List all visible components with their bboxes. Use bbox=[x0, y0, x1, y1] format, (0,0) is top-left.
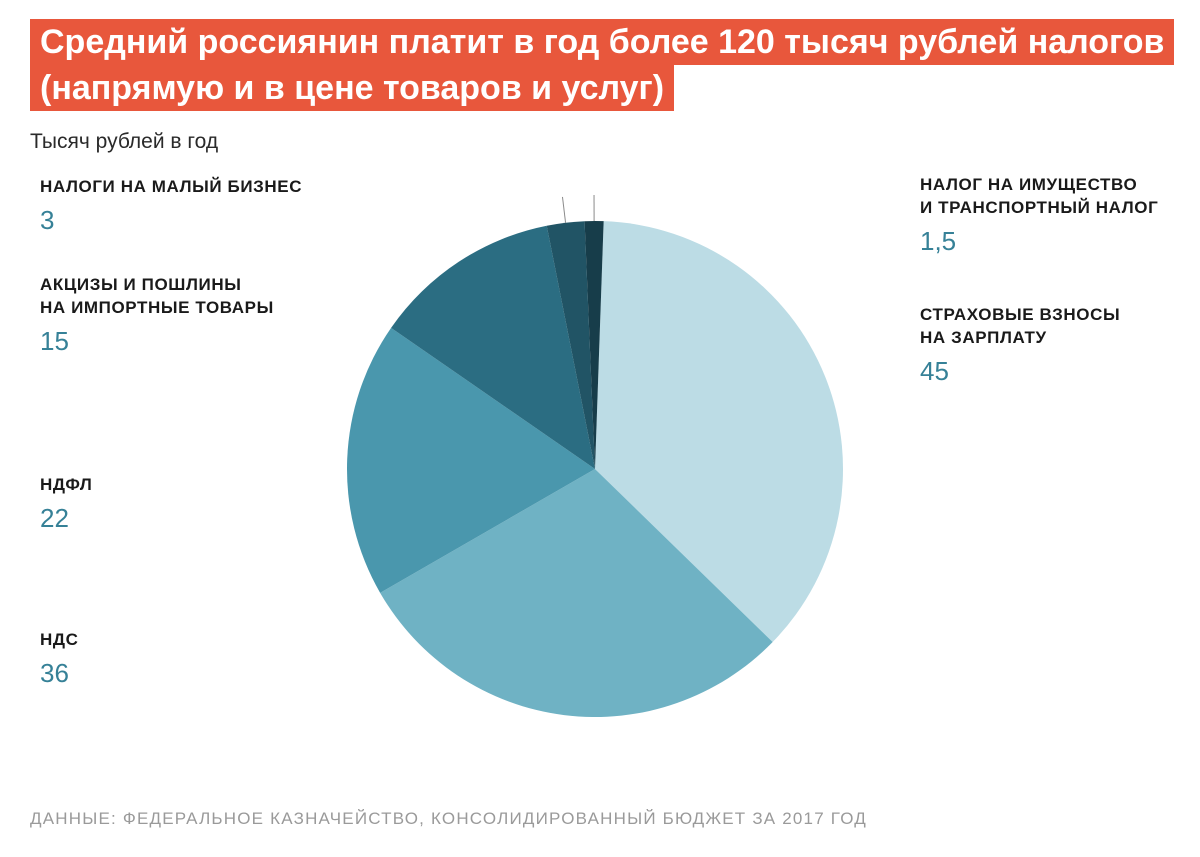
chart-label-title: НДС bbox=[40, 629, 78, 652]
leader-line bbox=[562, 197, 565, 223]
chart-subtitle: Тысяч рублей в год bbox=[30, 130, 1170, 154]
chart-label: НДС 36 bbox=[40, 629, 78, 689]
chart-label-value: 22 bbox=[40, 503, 92, 534]
chart-label-title: НАЛОГИ НА МАЛЫЙ БИЗНЕС bbox=[40, 176, 302, 199]
chart-area: СТРАХОВЫЕ ВЗНОСЫНА ЗАРПЛАТУ 45 НДС 36 НДФЛ 22… bbox=[30, 174, 1170, 764]
chart-label-title: НДФЛ bbox=[40, 474, 92, 497]
chart-label-value: 45 bbox=[920, 356, 1120, 387]
chart-label-value: 15 bbox=[40, 326, 274, 357]
chart-label: СТРАХОВЫЕ ВЗНОСЫНА ЗАРПЛАТУ 45 bbox=[920, 304, 1120, 387]
chart-label: НАЛОГ НА ИМУЩЕСТВОИ ТРАНСПОРТНЫЙ НАЛОГ 1,… bbox=[920, 174, 1158, 257]
pie-chart bbox=[30, 174, 1170, 764]
chart-label: НАЛОГИ НА МАЛЫЙ БИЗНЕС 3 bbox=[40, 176, 302, 236]
chart-footer: ДАННЫЕ: ФЕДЕРАЛЬНОЕ КАЗНАЧЕЙСТВО, КОНСОЛ… bbox=[30, 809, 867, 829]
chart-label: НДФЛ 22 bbox=[40, 474, 92, 534]
chart-label-value: 36 bbox=[40, 658, 78, 689]
chart-title: Средний россиянин платит в год более 120… bbox=[30, 19, 1174, 111]
chart-label-value: 3 bbox=[40, 205, 302, 236]
chart-label-title: НАЛОГ НА ИМУЩЕСТВОИ ТРАНСПОРТНЫЙ НАЛОГ bbox=[920, 174, 1158, 220]
chart-title-wrap: Средний россиянин платит в год более 120… bbox=[30, 20, 1170, 112]
chart-label-value: 1,5 bbox=[920, 226, 1158, 257]
chart-label-title: АКЦИЗЫ И ПОШЛИНЫНА ИМПОРТНЫЕ ТОВАРЫ bbox=[40, 274, 274, 320]
chart-label: АКЦИЗЫ И ПОШЛИНЫНА ИМПОРТНЫЕ ТОВАРЫ 15 bbox=[40, 274, 274, 357]
chart-label-title: СТРАХОВЫЕ ВЗНОСЫНА ЗАРПЛАТУ bbox=[920, 304, 1120, 350]
